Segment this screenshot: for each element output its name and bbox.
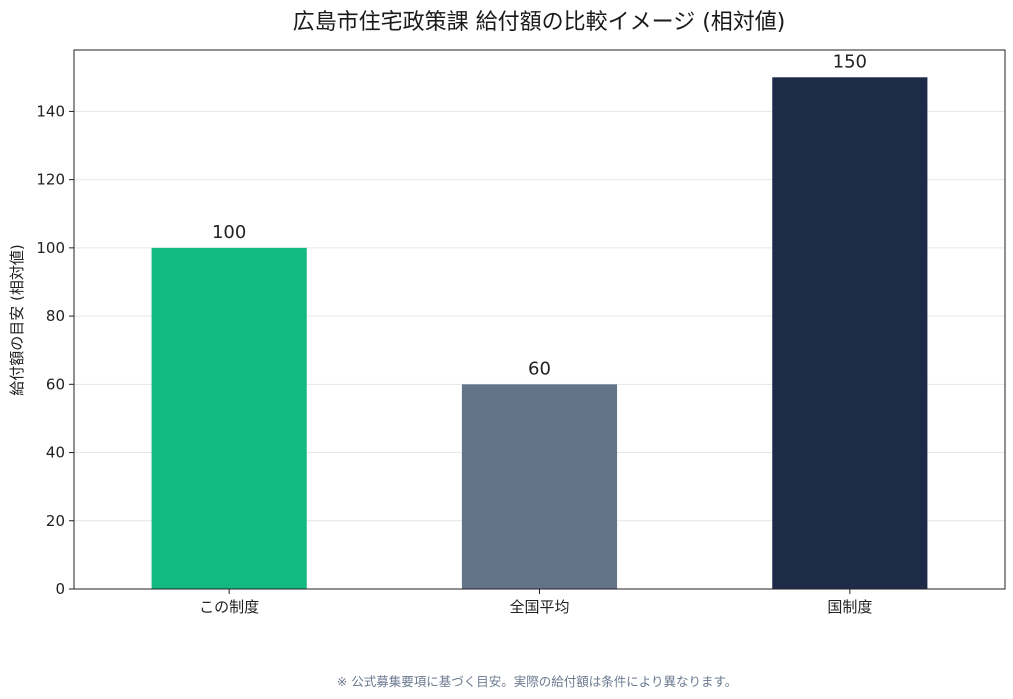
data-label: 60 [528, 358, 551, 379]
chart-title: 広島市住宅政策課 給付額の比較イメージ (相対値) [293, 10, 786, 35]
y-tick-label: 100 [36, 239, 65, 257]
y-axis-label: 給付額の目安 (相対値) [8, 244, 26, 395]
x-tick-label: 全国平均 [509, 598, 569, 616]
y-tick-label: 40 [46, 444, 65, 462]
x-tick-label: 国制度 [827, 598, 872, 616]
y-tick-label: 120 [36, 171, 65, 189]
data-label: 150 [833, 51, 867, 72]
bar [151, 247, 307, 589]
y-tick-label: 60 [46, 375, 65, 393]
data-labels: 100 60 150 [212, 51, 867, 379]
bars [151, 77, 928, 589]
x-tick-label: この制度 [199, 598, 259, 616]
bar [461, 384, 618, 589]
y-axis-ticks: 0 20 40 60 80 100 120 140 [36, 102, 74, 598]
plot-frame [73, 49, 1006, 590]
x-axis-ticks: この制度 全国平均 国制度 [199, 589, 872, 616]
data-label: 100 [212, 222, 246, 243]
bar [772, 77, 928, 589]
y-tick-label: 80 [46, 307, 65, 325]
y-tick-label: 140 [36, 102, 65, 120]
footnote: ※ 公式募集要項に基づく目安。実際の給付額は条件により異なります。 [337, 674, 737, 689]
y-tick-label: 20 [46, 512, 65, 530]
y-tick-label: 0 [55, 580, 65, 598]
